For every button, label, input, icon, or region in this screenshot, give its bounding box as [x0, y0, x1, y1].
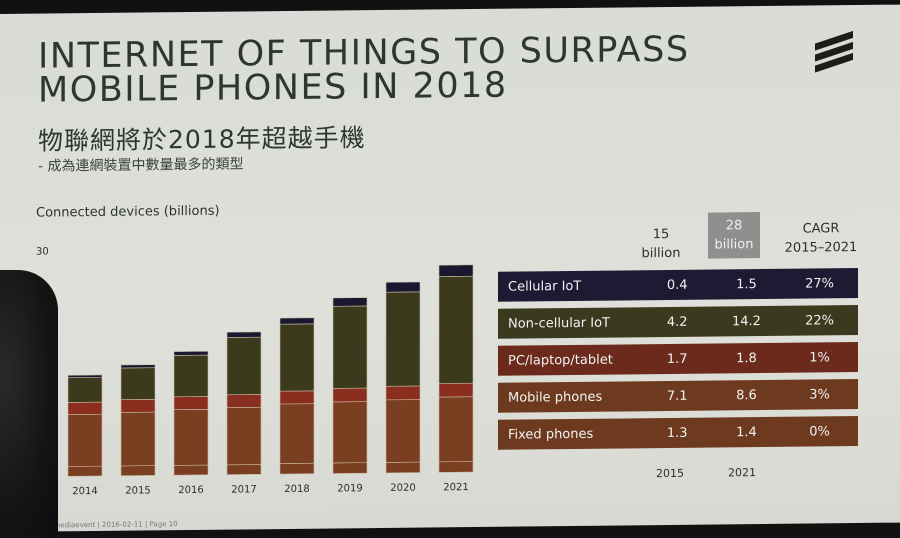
value-2021: 1.8 [736, 350, 757, 366]
bar-segment [173, 354, 209, 398]
cagr-value: 27% [805, 275, 834, 292]
bar-segment [226, 336, 262, 396]
bar-segment [173, 408, 209, 466]
value-2015: 7.1 [666, 388, 688, 404]
slide: INTERNET OF THINGS TO SURPASS MOBILE PHO… [0, 4, 900, 532]
bar-segment [438, 396, 474, 463]
bar-segment [226, 394, 262, 408]
bar-segment [226, 331, 262, 338]
row-label: Fixed phones [508, 426, 594, 443]
x-tick-label: 2018 [284, 484, 309, 495]
x-tick-label: 2021 [443, 482, 468, 493]
total-2021-header: 28 billion [708, 212, 760, 259]
bar-segment [385, 291, 421, 387]
table-year-2015: 2015 [656, 466, 684, 481]
table-row: PC/laptop/tablet 1.7 1.8 1% [498, 342, 858, 376]
row-label: Non-cellular IoT [508, 315, 611, 332]
y-axis-label: Connected devices (billions) [36, 203, 220, 221]
bar-segment [332, 297, 368, 307]
x-tick-label: 2014 [72, 486, 97, 497]
bar-segment [67, 413, 103, 467]
bar-segment [279, 317, 315, 325]
value-2021: 1.5 [736, 276, 757, 292]
bar-segment [332, 401, 368, 464]
value-2015: 1.3 [666, 425, 688, 441]
value-2021: 1.4 [736, 424, 757, 440]
data-table: 15 billion 28 billion CAGR 2015–2021 Cellul… [498, 212, 866, 480]
row-label: PC/laptop/tablet [508, 352, 613, 369]
value-2015: 1.7 [666, 351, 688, 367]
bar-segment [332, 387, 368, 403]
bar-segment [438, 382, 474, 398]
chinese-title: 物聯網將於2018年超越手機 [38, 123, 366, 156]
bar-segment [173, 396, 209, 410]
row-label: Cellular IoT [508, 278, 582, 295]
table-row: Cellular IoT 0.4 1.5 27% [498, 268, 858, 302]
title-line-2: MOBILE PHONES IN 2018 [38, 65, 508, 111]
row-label: Mobile phones [508, 389, 603, 406]
cagr-value: 22% [805, 312, 834, 329]
bar-segment [385, 461, 421, 474]
bar-segment [120, 367, 156, 400]
bar-segment [226, 406, 262, 466]
bar-segment [438, 264, 474, 277]
value-2021: 8.6 [736, 387, 757, 403]
cagr-header: CAGR 2015–2021 [784, 221, 858, 256]
table-row: Mobile phones 7.1 8.6 3% [498, 379, 858, 413]
cagr-value: 3% [809, 386, 830, 403]
bar-segment [332, 305, 368, 389]
bar-segment [120, 364, 156, 369]
table-row: Fixed phones 1.3 1.4 0% [498, 416, 858, 450]
table-row: Non-cellular IoT 4.2 14.2 22% [498, 305, 858, 339]
bar-segment [279, 403, 315, 464]
bar-segment [279, 462, 315, 475]
bar-segment [226, 464, 262, 475]
value-2015: 0.4 [666, 277, 688, 293]
bar-segment [67, 376, 103, 403]
presenter-silhouette [0, 270, 58, 538]
x-tick-label: 2020 [390, 483, 415, 494]
bar-segment [385, 281, 421, 293]
bar-segment [438, 461, 474, 473]
bar-segment [385, 399, 421, 463]
bar-segment [332, 462, 368, 474]
bar-segment [67, 401, 103, 415]
bar-segment [120, 398, 156, 413]
bar-segment [120, 411, 156, 467]
x-tick-label: 2017 [231, 484, 256, 495]
bar-segment [279, 323, 315, 392]
value-2015: 4.2 [666, 314, 688, 330]
bar-segment [438, 275, 474, 384]
cagr-value: 0% [809, 423, 830, 440]
x-tick-label: 2015 [125, 485, 150, 496]
bar-segment [120, 465, 156, 477]
bar-segment [173, 464, 209, 476]
x-tick-label: 2019 [337, 483, 362, 494]
table-year-2021: 2021 [728, 466, 756, 480]
bar-segment [385, 385, 421, 401]
value-2021: 14.2 [731, 313, 761, 329]
total-2015-header: 15 billion [641, 226, 681, 262]
x-tick-label: 2016 [178, 485, 203, 496]
bar-segment [279, 390, 315, 405]
y-tick-label: 30 [36, 246, 49, 257]
bar-segment [173, 350, 209, 356]
cagr-value: 1% [809, 349, 830, 366]
bar-segment [67, 465, 103, 477]
bar-segment [67, 374, 103, 378]
stacked-bar-chart: 5101520253020142015201620172018201920202… [36, 246, 474, 497]
company-logo-icon [815, 30, 855, 73]
chinese-subtitle: - 成為連網裝置中數量最多的類型 [38, 156, 244, 175]
slide-title: INTERNET OF THINGS TO SURPASS MOBILE PHO… [38, 30, 690, 111]
